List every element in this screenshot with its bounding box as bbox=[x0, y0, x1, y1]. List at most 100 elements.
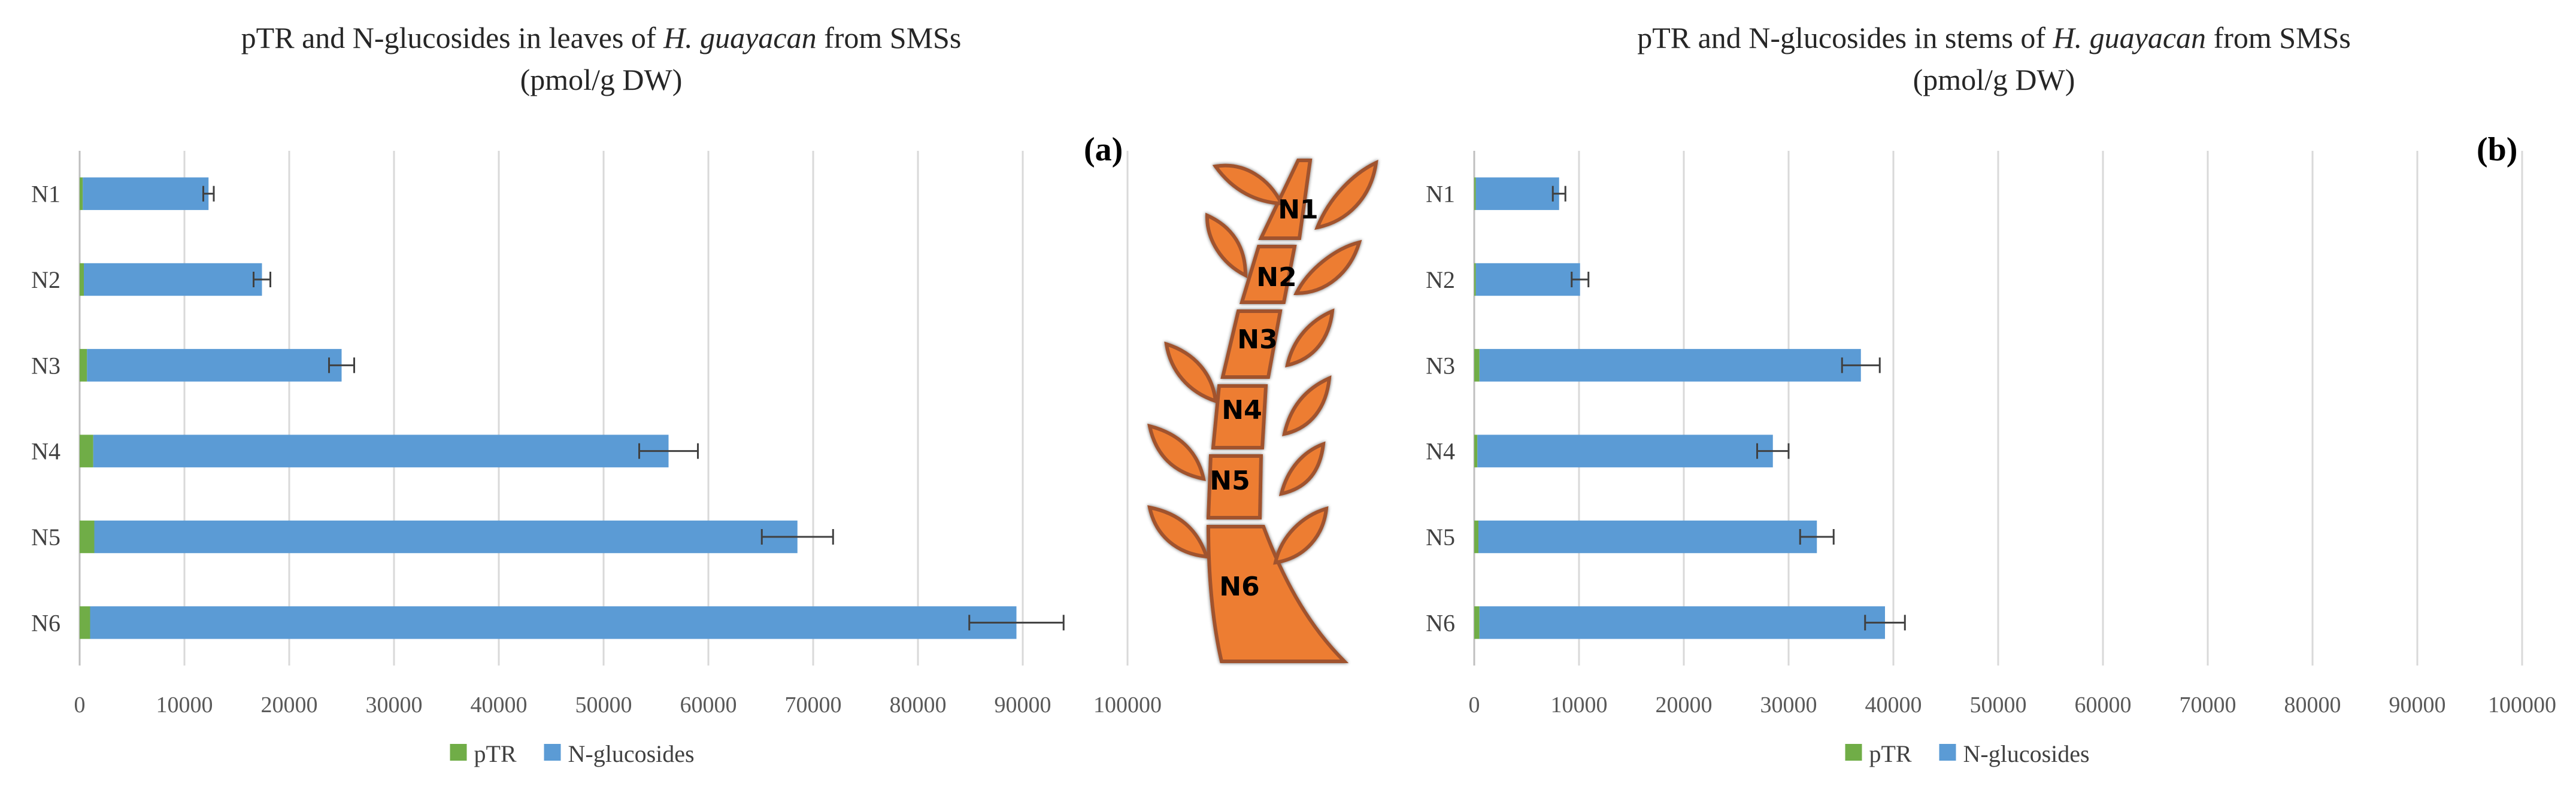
leaf bbox=[1293, 239, 1362, 296]
bar-n-glucosides-n3 bbox=[87, 349, 342, 382]
chart-a-subtitle: (pmol/g DW) bbox=[520, 63, 683, 96]
legend-label-ptr: pTR bbox=[1869, 740, 1912, 767]
x-tick-label: 100000 bbox=[2488, 692, 2556, 718]
bar-ptr-n4 bbox=[80, 434, 93, 467]
y-tick-label: N1 bbox=[31, 181, 60, 208]
panel-a-label: (a) bbox=[1084, 131, 1123, 168]
y-tick-label: N2 bbox=[1426, 266, 1455, 293]
leaf bbox=[1164, 341, 1218, 404]
leaf bbox=[1282, 375, 1332, 436]
panel-b-label: (b) bbox=[2477, 131, 2518, 168]
bar-ptr-n6 bbox=[80, 606, 90, 639]
y-tick-label: N6 bbox=[1426, 609, 1455, 636]
x-tick-label: 10000 bbox=[156, 692, 213, 718]
x-tick-label: 0 bbox=[74, 692, 86, 718]
chart-b-subtitle: (pmol/g DW) bbox=[1913, 63, 2075, 96]
leaf bbox=[1205, 212, 1248, 278]
x-tick-label: 60000 bbox=[2075, 692, 2132, 718]
x-tick-label: 30000 bbox=[1760, 692, 1817, 718]
y-tick-label: N2 bbox=[31, 266, 60, 293]
x-tick-label: 70000 bbox=[785, 692, 842, 718]
plant-node-label-n1: N1 bbox=[1278, 195, 1318, 225]
bar-n-glucosides-n2 bbox=[84, 263, 262, 296]
bar-ptr-n3 bbox=[80, 349, 87, 382]
stem-segment-n1 bbox=[1258, 159, 1313, 240]
leaf bbox=[1314, 159, 1378, 230]
bar-ptr-n1 bbox=[80, 177, 83, 210]
bar-n-glucosides-n4 bbox=[93, 434, 669, 467]
bar-ptr-n2 bbox=[80, 263, 84, 296]
leaf bbox=[1273, 506, 1329, 565]
plant-node-label-n5: N5 bbox=[1210, 466, 1250, 496]
bar-ptr-n4 bbox=[1474, 434, 1478, 467]
bar-n-glucosides-n6 bbox=[90, 606, 1017, 639]
plant-node-label-n2: N2 bbox=[1256, 262, 1296, 293]
bar-n-glucosides-n1 bbox=[83, 177, 209, 210]
legend-label-n-glucosides: N-glucosides bbox=[1963, 740, 2090, 767]
bar-n-glucosides-n2 bbox=[1475, 263, 1580, 296]
bar-n-glucosides-n5 bbox=[1478, 520, 1817, 554]
bar-ptr-n1 bbox=[1474, 177, 1476, 210]
bar-ptr-n5 bbox=[80, 520, 95, 554]
leaf bbox=[1285, 308, 1335, 367]
stem-segment-n3 bbox=[1220, 309, 1283, 379]
x-tick-label: 100000 bbox=[1093, 692, 1162, 718]
x-tick-label: 90000 bbox=[995, 692, 1051, 718]
x-tick-label: 60000 bbox=[680, 692, 737, 718]
y-tick-label: N5 bbox=[1426, 524, 1455, 551]
x-tick-label: 10000 bbox=[1551, 692, 1608, 718]
x-tick-label: 0 bbox=[1469, 692, 1480, 718]
plant-stem-illustration: N1 N2 N3 N4 N5 N6 bbox=[1147, 159, 1378, 663]
x-tick-label: 50000 bbox=[575, 692, 632, 718]
y-tick-label: N3 bbox=[1426, 352, 1455, 379]
bar-ptr-n6 bbox=[1474, 606, 1480, 639]
x-tick-label: 70000 bbox=[2180, 692, 2236, 718]
y-tick-label: N3 bbox=[31, 352, 60, 379]
legend-swatch-n-glucosides bbox=[1939, 744, 1956, 761]
leaf bbox=[1147, 423, 1206, 481]
leaf bbox=[1212, 163, 1284, 206]
legend-swatch-ptr bbox=[1845, 744, 1862, 761]
x-tick-label: 40000 bbox=[1865, 692, 1922, 718]
x-tick-label: 80000 bbox=[890, 692, 947, 718]
legend-swatch-ptr bbox=[450, 744, 467, 761]
y-tick-label: N6 bbox=[31, 609, 60, 636]
bar-n-glucosides-n1 bbox=[1475, 177, 1559, 210]
stem-segment-n2 bbox=[1239, 245, 1297, 304]
plant-node-label-n6: N6 bbox=[1219, 572, 1259, 602]
leaf bbox=[1278, 441, 1326, 496]
bar-n-glucosides-n5 bbox=[94, 520, 798, 554]
bar-n-glucosides-n6 bbox=[1479, 606, 1885, 639]
y-tick-label: N4 bbox=[1426, 438, 1455, 465]
legend-swatch-n-glucosides bbox=[544, 744, 561, 761]
x-tick-label: 50000 bbox=[1970, 692, 2027, 718]
x-tick-label: 20000 bbox=[1656, 692, 1713, 718]
bar-ptr-n2 bbox=[1474, 263, 1476, 296]
legend-label-n-glucosides: N-glucosides bbox=[568, 740, 695, 767]
x-tick-label: 30000 bbox=[366, 692, 423, 718]
y-tick-label: N5 bbox=[31, 524, 60, 551]
x-tick-label: 80000 bbox=[2284, 692, 2341, 718]
bar-ptr-n5 bbox=[1474, 520, 1478, 554]
x-tick-label: 20000 bbox=[261, 692, 318, 718]
leaf bbox=[1147, 505, 1210, 559]
stem-segment-n4 bbox=[1211, 384, 1268, 449]
chart-b-title: pTR and N-glucosides in stems of H. guay… bbox=[1575, 17, 2413, 101]
stem-segment-n6 bbox=[1206, 525, 1349, 663]
stem-segment-n5 bbox=[1206, 454, 1263, 519]
chart-a: 0 10000 20000 30000 40000 50000 60000 70000 8000… bbox=[31, 151, 1162, 767]
bar-n-glucosides-n4 bbox=[1477, 434, 1773, 467]
legend-label-ptr: pTR bbox=[474, 740, 517, 767]
x-tick-label: 90000 bbox=[2389, 692, 2446, 718]
x-tick-label: 40000 bbox=[471, 692, 528, 718]
y-tick-label: N4 bbox=[31, 438, 60, 465]
plant-node-label-n4: N4 bbox=[1222, 395, 1262, 426]
bar-n-glucosides-n3 bbox=[1479, 349, 1861, 382]
y-tick-label: N1 bbox=[1426, 181, 1455, 208]
plant-node-label-n3: N3 bbox=[1237, 324, 1277, 355]
chart-a-title: pTR and N-glucosides in leaves of H. gua… bbox=[182, 17, 1020, 101]
chart-b: 0 10000 20000 30000 40000 50000 60000 70000 8000… bbox=[1426, 151, 2556, 767]
bar-ptr-n3 bbox=[1474, 349, 1480, 382]
